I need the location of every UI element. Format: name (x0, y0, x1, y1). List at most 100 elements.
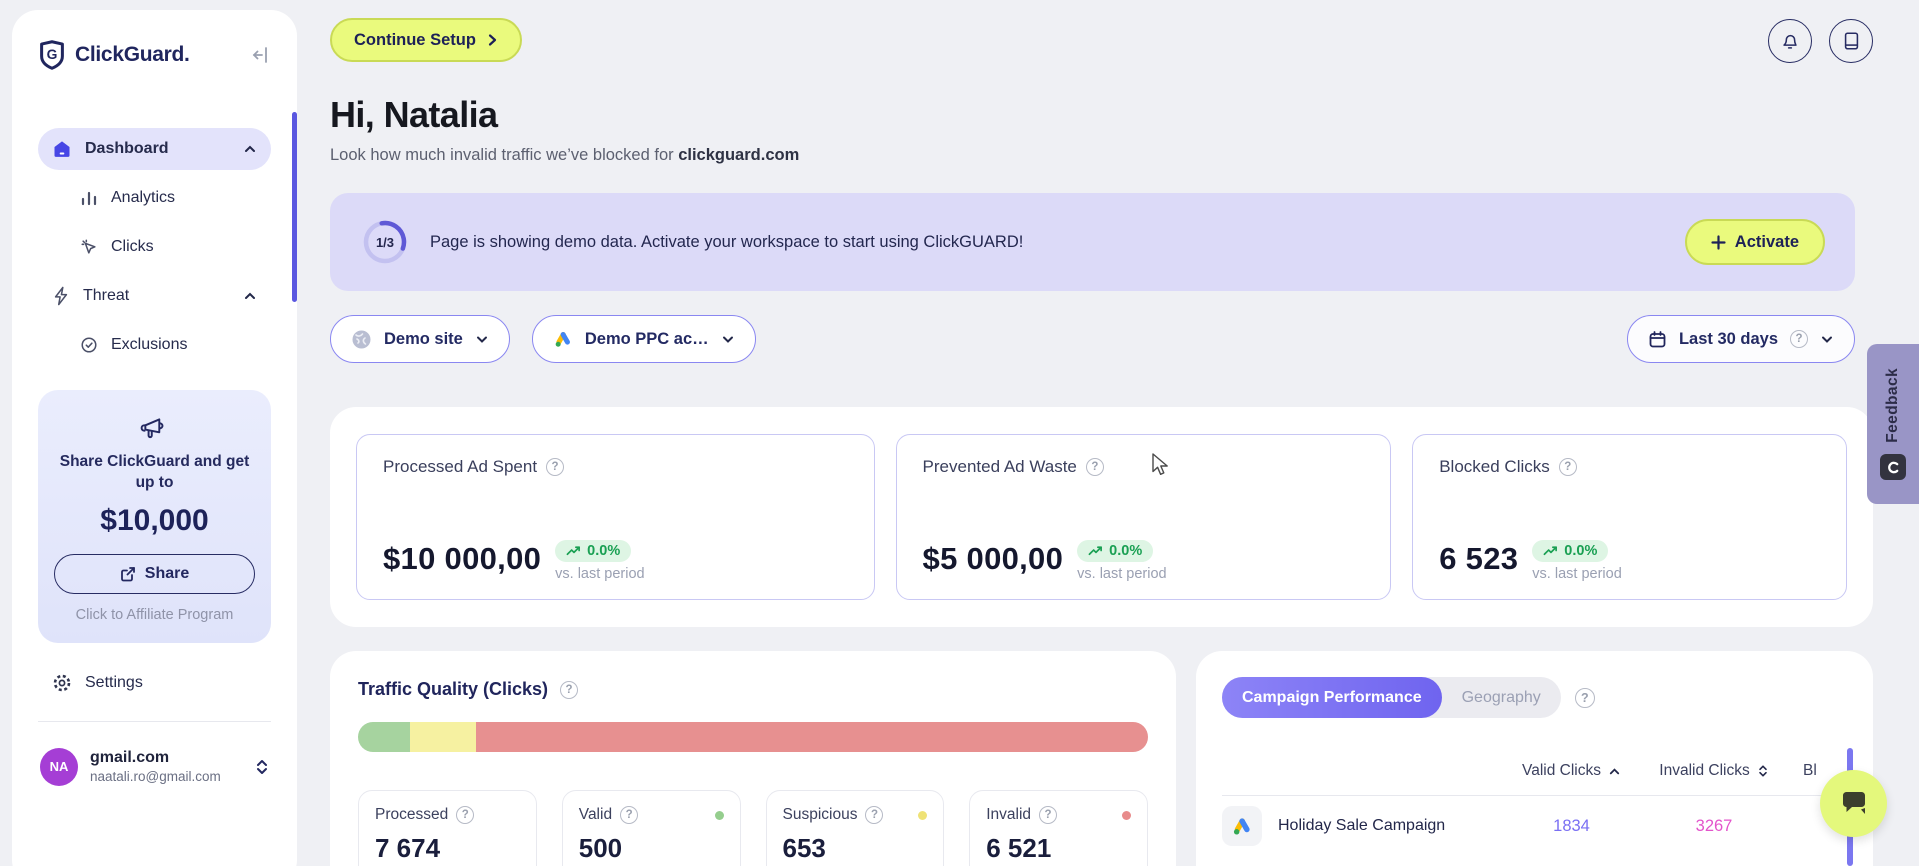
campaign-performance-card: Campaign Performance Geography Valid Cli… (1196, 651, 1873, 866)
main-content: Continue Setup Hi, Natalia Look how much… (330, 0, 1873, 866)
column-invalid-clicks[interactable]: Invalid Clicks (1639, 762, 1789, 780)
external-link-icon (120, 566, 136, 582)
mouse-cursor (1152, 453, 1168, 475)
activate-button[interactable]: Activate (1684, 219, 1825, 265)
sidebar-scrollbar-thumb[interactable] (292, 112, 297, 302)
stat-value: $5 000,00 (922, 541, 1064, 576)
demo-data-banner: 1/3 Page is showing demo data. Activate … (330, 193, 1855, 291)
setup-progress-ring: 1/3 (362, 219, 408, 265)
subtitle-text: Look how much invalid traffic we’ve bloc… (330, 146, 679, 164)
site-filter-value: Demo site (384, 329, 463, 348)
tab-campaign-performance[interactable]: Campaign Performance (1222, 677, 1442, 718)
bar-segment-invalid (475, 722, 1148, 752)
date-range-value: Last 30 days (1678, 329, 1778, 348)
column-valid-clicks[interactable]: Valid Clicks (1504, 762, 1639, 780)
gear-icon (52, 673, 72, 693)
sidebar-collapse-icon[interactable] (251, 45, 271, 65)
notifications-button[interactable] (1768, 19, 1812, 63)
continue-setup-label: Continue Setup (354, 30, 476, 49)
help-icon[interactable] (1085, 458, 1104, 476)
book-icon (1844, 32, 1858, 50)
sidebar: G ClickGuard. Dashboard (12, 10, 297, 866)
tab-geography[interactable]: Geography (1461, 688, 1541, 706)
help-icon[interactable] (1574, 687, 1595, 708)
filters-row: Demo site Demo PPC ac… Last 30 days (330, 315, 1855, 363)
lightning-icon (52, 286, 70, 306)
sidebar-item-exclusions[interactable]: Exclusions (38, 324, 271, 366)
subtitle-domain: clickguard.com (678, 146, 800, 164)
trend-up-icon (1543, 546, 1558, 556)
help-icon[interactable] (1558, 458, 1577, 476)
home-icon (52, 139, 72, 159)
help-icon[interactable] (865, 806, 884, 824)
change-badge: 0.0% (1532, 540, 1609, 562)
share-button[interactable]: Share (54, 553, 255, 594)
help-icon[interactable] (560, 680, 579, 699)
stat-label: Prevented Ad Waste (922, 457, 1077, 476)
traffic-quality-card: Traffic Quality (Clicks) Processed 7 674… (330, 651, 1176, 866)
bell-icon (1783, 34, 1797, 49)
help-icon[interactable] (1039, 806, 1058, 824)
nav-label: Threat (83, 287, 130, 304)
nav-label: Exclusions (111, 336, 188, 353)
column-label: Bl (1803, 762, 1817, 779)
stat-value: $10 000,00 (383, 541, 542, 576)
change-value: 0.0% (1564, 543, 1598, 559)
sidebar-divider (38, 720, 271, 722)
sidebar-nav: Dashboard Analytics Clicks (38, 128, 271, 366)
campaign-name: Holiday Sale Campaign (1278, 817, 1446, 834)
badge-check-icon (80, 336, 98, 354)
help-icon[interactable] (456, 806, 475, 824)
chevron-up-icon (243, 289, 257, 303)
affiliate-promo-card[interactable]: Share ClickGuard and get up to $10,000 S… (38, 390, 271, 643)
change-value: 0.0% (1109, 543, 1143, 559)
metric-value: 6 521 (986, 833, 1052, 863)
date-range-dropdown[interactable]: Last 30 days (1626, 315, 1855, 363)
metric-card-processed: Processed 7 674 +0.00% (358, 790, 537, 866)
sidebar-item-settings[interactable]: Settings (38, 673, 271, 693)
metric-card-valid: Valid 500 +0.00% (561, 790, 741, 866)
ppc-account-filter-dropdown[interactable]: Demo PPC ac… (531, 315, 756, 363)
metric-label: Processed (375, 806, 449, 823)
site-filter-dropdown[interactable]: Demo site (330, 315, 510, 363)
sort-asc-icon (1609, 767, 1620, 774)
stat-card-processed-ad-spent: Processed Ad Spent $10 000,00 0.0% vs. l… (356, 434, 875, 600)
suspicious-dot (918, 810, 928, 820)
chevron-up-down-icon (255, 758, 269, 776)
promo-text: Share ClickGuard and get up to (59, 453, 250, 491)
globe-icon (351, 329, 372, 350)
topbar-actions (1768, 19, 1873, 63)
chevron-down-icon (1820, 332, 1834, 346)
invalid-dot (1122, 810, 1131, 820)
google-ads-icon (1222, 806, 1262, 846)
invalid-clicks-value: 3267 (1695, 816, 1733, 835)
chat-bubble-icon (1842, 792, 1865, 814)
stat-value: 6 523 (1439, 541, 1519, 576)
valid-dot (714, 810, 724, 820)
column-blocked-truncated[interactable]: Bl (1789, 762, 1847, 780)
valid-clicks-value: 1834 (1553, 816, 1590, 835)
sidebar-item-threat[interactable]: Threat (38, 275, 271, 317)
sidebar-item-clicks[interactable]: Clicks (38, 226, 271, 268)
compare-label: vs. last period (1532, 566, 1622, 582)
chat-launcher-button[interactable] (1820, 770, 1887, 837)
page-title: Hi, Natalia (330, 94, 498, 135)
help-icon[interactable] (620, 806, 639, 824)
continue-setup-button[interactable]: Continue Setup (330, 18, 522, 62)
knowledge-base-button[interactable] (1829, 19, 1873, 63)
sidebar-item-dashboard[interactable]: Dashboard (38, 128, 271, 170)
kpi-stats-panel: Processed Ad Spent $10 000,00 0.0% vs. l… (330, 407, 1873, 627)
chevron-right-icon (486, 33, 498, 47)
sidebar-item-analytics[interactable]: Analytics (38, 177, 271, 219)
feedback-tab[interactable]: Feedback (1867, 344, 1919, 504)
help-icon[interactable] (546, 458, 565, 476)
banner-message: Page is showing demo data. Activate your… (430, 232, 1024, 251)
metric-value: 500 (578, 833, 623, 863)
feedback-app-icon (1880, 454, 1906, 481)
megaphone-icon (54, 414, 255, 442)
account-switcher[interactable]: NA gmail.com naatali.ro@gmail.com (38, 747, 271, 786)
feedback-label: Feedback (1884, 367, 1901, 443)
calendar-icon (1648, 330, 1667, 349)
table-row[interactable]: Holiday Sale Campaign 1834 3267 (1222, 796, 1847, 856)
progress-fraction: 1/3 (375, 234, 395, 250)
